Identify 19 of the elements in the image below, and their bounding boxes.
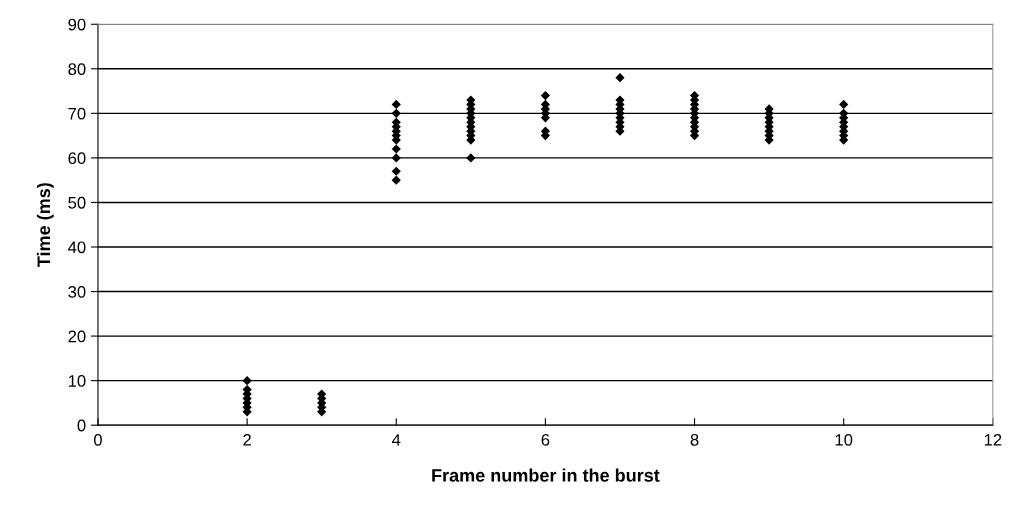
y-tick-label: 50 xyxy=(68,196,86,209)
y-tick-label: 30 xyxy=(68,285,86,298)
x-tick-label: 8 xyxy=(690,433,699,446)
y-tick-label: 40 xyxy=(68,241,86,254)
y-tick-label: 20 xyxy=(68,330,86,343)
y-tick-label: 90 xyxy=(68,18,86,31)
x-axis-title: Frame number in the burst xyxy=(432,468,660,482)
y-axis-title: Time (ms) xyxy=(36,183,54,267)
x-tick-label: 0 xyxy=(93,433,102,446)
y-tick-label: 70 xyxy=(68,107,86,120)
y-tick-label: 80 xyxy=(68,63,86,75)
x-tick-label: 6 xyxy=(541,433,550,446)
x-tick-label: 10 xyxy=(835,433,853,446)
y-tick-label: 60 xyxy=(68,152,86,165)
y-tick-label: 0 xyxy=(77,419,86,432)
x-tick-label: 12 xyxy=(984,433,1002,446)
y-tick-label: 10 xyxy=(68,375,86,387)
x-tick-label: 2 xyxy=(243,433,251,446)
x-tick-label: 4 xyxy=(392,434,401,446)
